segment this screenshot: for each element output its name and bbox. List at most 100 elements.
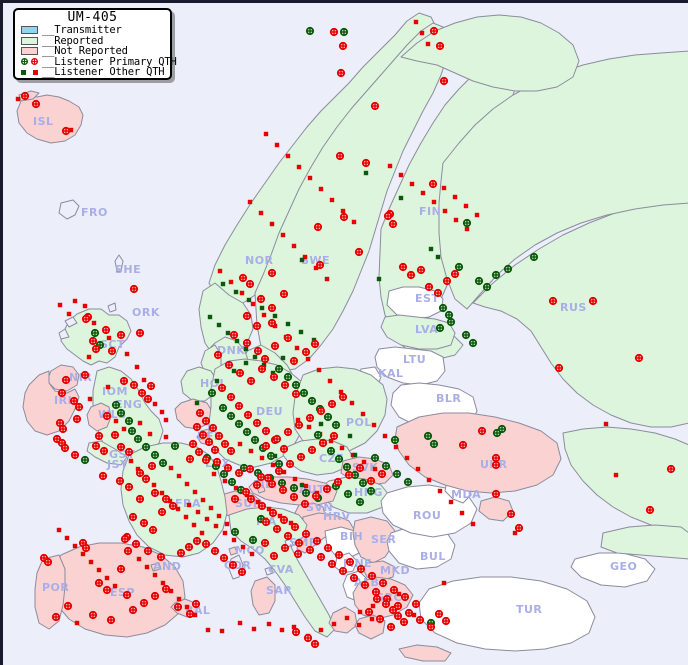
marker-primary-qth-red[interactable]	[88, 610, 98, 620]
marker-other-qth-green[interactable]	[194, 400, 200, 406]
marker-primary-qth-red[interactable]	[192, 422, 202, 432]
marker-primary-qth-red[interactable]	[31, 99, 41, 109]
marker-other-qth-red[interactable]	[409, 181, 415, 187]
marker-other-qth-red[interactable]	[269, 221, 275, 227]
marker-other-qth-red[interactable]	[191, 522, 197, 528]
marker-other-qth-red[interactable]	[141, 377, 147, 383]
marker-primary-qth-red[interactable]	[135, 468, 145, 478]
marker-other-qth-red[interactable]	[426, 477, 432, 483]
marker-other-qth-green[interactable]	[298, 329, 304, 335]
marker-primary-qth-red[interactable]	[230, 494, 240, 504]
marker-primary-qth-green[interactable]	[461, 330, 471, 340]
marker-primary-qth-red[interactable]	[131, 539, 141, 549]
marker-other-qth-green[interactable]	[318, 421, 324, 427]
marker-primary-qth-red[interactable]	[315, 260, 325, 270]
marker-primary-qth-red[interactable]	[20, 91, 30, 101]
marker-primary-qth-red[interactable]	[107, 346, 117, 356]
marker-primary-qth-red[interactable]	[157, 507, 167, 517]
marker-primary-qth-red[interactable]	[148, 525, 158, 535]
marker-other-qth-red[interactable]	[56, 527, 62, 533]
marker-primary-qth-red[interactable]	[290, 522, 300, 532]
marker-primary-qth-red[interactable]	[356, 564, 366, 574]
marker-primary-qth-green[interactable]	[127, 426, 137, 436]
marker-primary-qth-red[interactable]	[201, 539, 211, 549]
marker-primary-qth-red[interactable]	[61, 126, 71, 136]
marker-primary-qth-red[interactable]	[329, 431, 339, 441]
marker-primary-qth-green[interactable]	[474, 276, 484, 286]
marker-primary-qth-red[interactable]	[441, 616, 451, 626]
marker-primary-qth-red[interactable]	[52, 434, 62, 444]
marker-other-qth-red[interactable]	[128, 458, 134, 464]
marker-primary-qth-red[interactable]	[439, 76, 449, 86]
marker-primary-qth-red[interactable]	[141, 474, 151, 484]
marker-primary-qth-red[interactable]	[241, 487, 251, 497]
marker-other-qth-red[interactable]	[331, 621, 337, 627]
marker-other-qth-red[interactable]	[382, 433, 388, 439]
marker-primary-qth-green[interactable]	[429, 439, 439, 449]
marker-primary-qth-green[interactable]	[350, 470, 360, 480]
marker-other-qth-red[interactable]	[296, 164, 302, 170]
marker-primary-qth-red[interactable]	[416, 265, 426, 275]
marker-other-qth-green[interactable]	[311, 337, 317, 343]
marker-other-qth-green[interactable]	[435, 254, 441, 260]
marker-primary-qth-green[interactable]	[266, 451, 276, 461]
marker-other-qth-red[interactable]	[306, 424, 312, 430]
marker-other-qth-red[interactable]	[281, 469, 287, 475]
marker-other-qth-red[interactable]	[152, 401, 158, 407]
marker-primary-qth-red[interactable]	[191, 599, 201, 609]
marker-primary-qth-red[interactable]	[491, 489, 501, 499]
marker-primary-qth-red[interactable]	[300, 499, 310, 509]
marker-primary-qth-green[interactable]	[482, 282, 492, 292]
marker-other-qth-red[interactable]	[372, 466, 378, 472]
marker-primary-qth-red[interactable]	[143, 394, 153, 404]
marker-primary-qth-red[interactable]	[316, 406, 326, 416]
marker-other-qth-red[interactable]	[411, 612, 417, 618]
marker-primary-qth-red[interactable]	[257, 364, 267, 374]
marker-primary-qth-red[interactable]	[60, 443, 70, 453]
marker-primary-qth-red[interactable]	[94, 578, 104, 588]
marker-other-qth-red[interactable]	[239, 290, 245, 296]
marker-primary-qth-red[interactable]	[372, 594, 382, 604]
marker-other-qth-red[interactable]	[370, 603, 376, 609]
marker-other-qth-red[interactable]	[415, 466, 421, 472]
marker-primary-qth-green[interactable]	[226, 411, 236, 421]
marker-primary-qth-red[interactable]	[214, 431, 224, 441]
marker-other-qth-red[interactable]	[186, 502, 192, 508]
marker-other-qth-red[interactable]	[160, 580, 166, 586]
marker-primary-qth-green[interactable]	[326, 446, 336, 456]
marker-primary-qth-red[interactable]	[94, 431, 104, 441]
marker-primary-qth-red[interactable]	[210, 546, 220, 556]
marker-primary-qth-red[interactable]	[279, 444, 289, 454]
marker-other-qth-red[interactable]	[57, 302, 63, 308]
marker-primary-qth-red[interactable]	[102, 411, 112, 421]
marker-other-qth-red[interactable]	[224, 521, 230, 527]
marker-other-qth-red[interactable]	[295, 417, 301, 423]
marker-primary-qth-red[interactable]	[185, 609, 195, 619]
marker-primary-qth-red[interactable]	[301, 529, 311, 539]
marker-other-qth-red[interactable]	[288, 520, 294, 526]
marker-primary-qth-red[interactable]	[433, 288, 443, 298]
marker-primary-qth-red[interactable]	[424, 282, 434, 292]
marker-other-qth-red[interactable]	[266, 506, 272, 512]
marker-primary-qth-red[interactable]	[269, 372, 279, 382]
marker-primary-qth-red[interactable]	[305, 413, 315, 423]
marker-primary-qth-red[interactable]	[63, 601, 73, 611]
marker-other-qth-red[interactable]	[329, 197, 335, 203]
marker-primary-qth-green[interactable]	[492, 428, 502, 438]
marker-primary-qth-red[interactable]	[122, 590, 132, 600]
marker-primary-qth-green[interactable]	[124, 416, 134, 426]
marker-primary-qth-red[interactable]	[184, 542, 194, 552]
marker-primary-qth-red[interactable]	[58, 424, 68, 434]
marker-primary-qth-red[interactable]	[312, 536, 322, 546]
marker-other-qth-red[interactable]	[413, 19, 419, 25]
marker-primary-qth-red[interactable]	[220, 439, 230, 449]
marker-primary-qth-red[interactable]	[270, 341, 280, 351]
marker-primary-qth-red[interactable]	[334, 550, 344, 560]
marker-primary-qth-red[interactable]	[61, 375, 71, 385]
marker-primary-qth-red[interactable]	[161, 584, 171, 594]
marker-primary-qth-red[interactable]	[329, 27, 339, 37]
marker-other-qth-red[interactable]	[134, 364, 140, 370]
marker-primary-qth-red[interactable]	[364, 607, 374, 617]
marker-primary-qth-red[interactable]	[296, 452, 306, 462]
marker-primary-qth-red[interactable]	[80, 370, 90, 380]
